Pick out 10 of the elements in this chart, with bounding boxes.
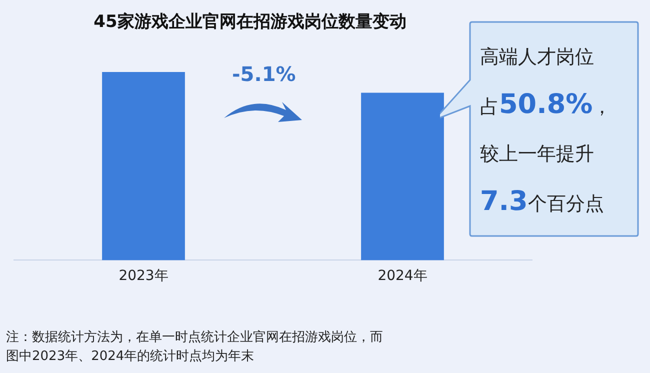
annotation: -5.1% [232,62,296,86]
chart-title: 45家游戏企业官网在招游戏岗位数量变动 [92,11,408,33]
callout-box: 高端人才岗位 占50.8%， 较上一年提升 7.3个百分点 [440,20,640,240]
annotation: 较上一年提升 [480,143,594,165]
annotation: 7.3个百分点 [480,186,604,217]
text: 图中2023年、2024年的统计时点均为年末 [6,348,256,366]
x-tick-label: 2023年 [118,268,168,284]
text: 注：数据统计方法为，在单一时点统计企业官网在招游戏岗位，而 [6,329,383,347]
x-tick-label: 2024年 [378,268,428,284]
annotation: 占50.8%， [480,89,612,120]
